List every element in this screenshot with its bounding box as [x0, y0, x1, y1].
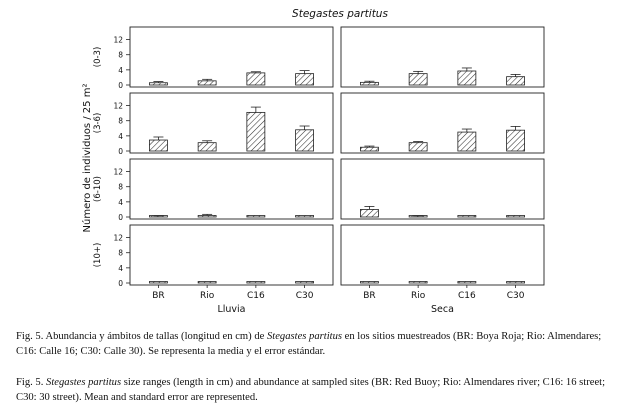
- season-label: Lluvia: [217, 304, 245, 315]
- panel-frame: [129, 158, 334, 220]
- bar-rio: [408, 142, 428, 152]
- panel-frame: [340, 92, 545, 154]
- y-axis-label: Número de individuos / 25 m²: [81, 84, 93, 233]
- caption-en-suffix: size ranges (length in cm) and abundance…: [16, 377, 606, 403]
- bar-br: [149, 82, 168, 86]
- bar-c30: [295, 129, 314, 152]
- panel-lluvia-3-6: 0 4 8 12 (3-6): [93, 92, 334, 156]
- row-label: (10+): [93, 243, 103, 268]
- bar-rio: [197, 142, 217, 152]
- y-tick-label: 8: [118, 183, 123, 192]
- y-tick-label: 4: [118, 66, 123, 75]
- y-tick-label: 4: [118, 264, 123, 273]
- panel-lluvia-10-: 0 4 8 12 (10+) BR Rio C16 C30 Lluvia: [93, 224, 334, 315]
- y-tick-label: 8: [118, 249, 123, 258]
- y-tick-label: 0: [118, 81, 123, 90]
- bar-br: [360, 81, 379, 86]
- y-tick-label: 4: [118, 132, 123, 141]
- bar-c30: [506, 215, 525, 218]
- panel-grid: 0 4 8 12 (0-3) 0 4 8 12 (3-6) 0 4 8 12 (6-10) 0 4 8 12 (10+…: [93, 26, 545, 315]
- panel-seca-3-6: [340, 92, 545, 154]
- x-tick-label: Rio: [200, 291, 215, 301]
- y-tick-label: 12: [113, 168, 123, 177]
- figure-caption-english: Fig. 5. Stegastes partitus size ranges (…: [16, 375, 611, 405]
- bar-c16: [457, 215, 477, 218]
- y-tick-label: 12: [113, 36, 123, 45]
- panel-frame: [129, 26, 334, 88]
- bar-c30: [295, 281, 314, 284]
- panel-frame: [340, 224, 545, 286]
- bar-c16: [246, 72, 266, 86]
- y-tick-label: 8: [118, 51, 123, 60]
- bar-br: [360, 209, 379, 218]
- bar-rio: [408, 281, 428, 284]
- bar-rio: [197, 215, 217, 218]
- x-tick-label: Rio: [411, 291, 426, 301]
- season-label: Seca: [431, 304, 454, 315]
- caption-es-species: Stegastes partitus: [266, 331, 343, 342]
- bar-c16: [457, 281, 477, 284]
- panel-frame: [129, 92, 334, 154]
- panel-seca-0-3: [340, 26, 545, 88]
- caption-es-suffix: en los sitios muestreados (BR: Boya Roja…: [16, 331, 602, 357]
- bar-br: [149, 281, 168, 284]
- bar-c30: [295, 73, 314, 86]
- x-tick-label: C30: [507, 291, 525, 301]
- figure-caption-spanish: Fig. 5. Abundancia y ámbitos de tallas (…: [16, 329, 611, 359]
- bar-br: [360, 281, 379, 284]
- y-tick-label: 12: [113, 234, 123, 243]
- bar-c30: [506, 129, 525, 152]
- y-tick-label: 0: [118, 147, 123, 156]
- bar-rio: [408, 73, 428, 86]
- bar-c16: [246, 281, 266, 284]
- y-tick-label: 12: [113, 102, 123, 111]
- y-tick-label: 0: [118, 279, 123, 288]
- y-tick-label: 0: [118, 213, 123, 222]
- bar-c16: [246, 215, 266, 218]
- bar-c30: [295, 215, 314, 218]
- bar-rio: [197, 80, 217, 86]
- panel-frame: [340, 26, 545, 88]
- panel-frame: [129, 224, 334, 286]
- panel-frame: [340, 158, 545, 220]
- row-label: (3-6): [93, 113, 103, 134]
- panel-seca-10-: BR Rio C16 C30 Seca: [340, 224, 545, 315]
- bar-c30: [506, 76, 525, 86]
- panel-lluvia-0-3: 0 4 8 12 (0-3): [93, 26, 334, 90]
- caption-es-prefix: Fig. 5. Abundancia y ámbitos de tallas (…: [16, 331, 267, 342]
- bar-c16: [457, 131, 477, 152]
- row-label: (6-10): [93, 176, 103, 202]
- caption-en-species: Stegastes partitus: [46, 377, 122, 388]
- chart-title: Stegastes partitus: [292, 8, 388, 20]
- panel-seca-6-10: [340, 158, 545, 220]
- bar-c16: [246, 111, 266, 152]
- y-tick-label: 8: [118, 117, 123, 126]
- bar-rio: [197, 281, 217, 284]
- x-tick-label: C16: [247, 291, 265, 301]
- panel-lluvia-6-10: 0 4 8 12 (6-10): [93, 158, 334, 222]
- bar-br: [360, 146, 379, 152]
- bar-br: [149, 139, 168, 152]
- y-tick-label: 4: [118, 198, 123, 207]
- x-tick-label: BR: [363, 291, 375, 301]
- row-label: (0-3): [93, 47, 103, 68]
- caption-en-prefix: Fig. 5.: [16, 377, 47, 388]
- bar-c30: [506, 281, 525, 284]
- x-tick-label: C16: [458, 291, 476, 301]
- bar-c16: [457, 70, 477, 86]
- x-tick-label: BR: [152, 291, 164, 301]
- x-tick-label: C30: [296, 291, 314, 301]
